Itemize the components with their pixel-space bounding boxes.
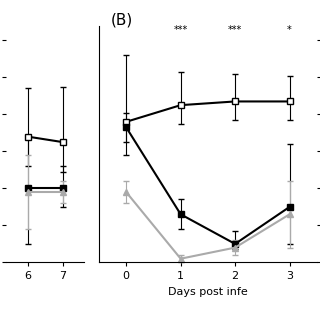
- Text: ***: ***: [173, 25, 188, 35]
- Text: ***: ***: [228, 25, 242, 35]
- X-axis label: Days post infe: Days post infe: [168, 287, 248, 297]
- Text: (B): (B): [110, 13, 133, 28]
- Text: *: *: [287, 25, 292, 35]
